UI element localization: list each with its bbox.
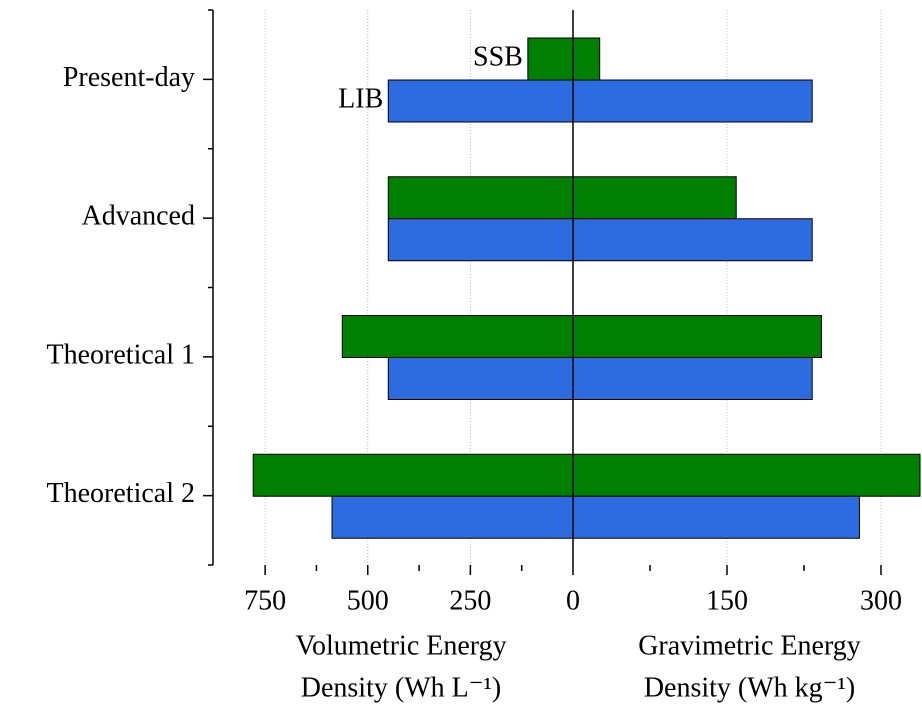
- bar: [572, 176, 737, 220]
- bar: [572, 79, 813, 123]
- y-tick-label: Advanced: [81, 201, 195, 232]
- bar: [572, 37, 601, 81]
- bar: [527, 37, 574, 81]
- bar: [387, 176, 574, 220]
- series-label: SSB: [473, 41, 523, 72]
- y-tick-label: Theoretical 1: [47, 339, 195, 370]
- x-tick-label: 0: [566, 585, 580, 616]
- bar: [572, 453, 921, 497]
- bar: [252, 453, 574, 497]
- x-tick-label: 500: [347, 585, 389, 616]
- x-axis-label: Density (Wh kg⁻¹): [644, 672, 855, 703]
- bar: [387, 218, 574, 262]
- x-axis-label: Gravimetric Energy: [638, 630, 861, 661]
- bar: [572, 495, 860, 539]
- x-tick-label: 150: [706, 585, 748, 616]
- y-tick-label: Present-day: [63, 62, 195, 93]
- bar: [572, 218, 813, 262]
- x-tick-label: 250: [449, 585, 491, 616]
- bar: [572, 315, 822, 358]
- series-label: LIB: [338, 83, 383, 114]
- bar: [572, 357, 813, 400]
- x-axis-label: Volumetric Energy: [295, 630, 506, 661]
- bar: [387, 357, 574, 400]
- y-tick-label: Theoretical 2: [47, 478, 195, 509]
- bar: [331, 495, 574, 539]
- bar: [341, 315, 574, 358]
- bar: [387, 79, 574, 123]
- x-tick-label: 750: [244, 585, 286, 616]
- x-tick-label: 300: [860, 585, 902, 616]
- x-axis-label: Density (Wh L⁻¹): [301, 672, 501, 703]
